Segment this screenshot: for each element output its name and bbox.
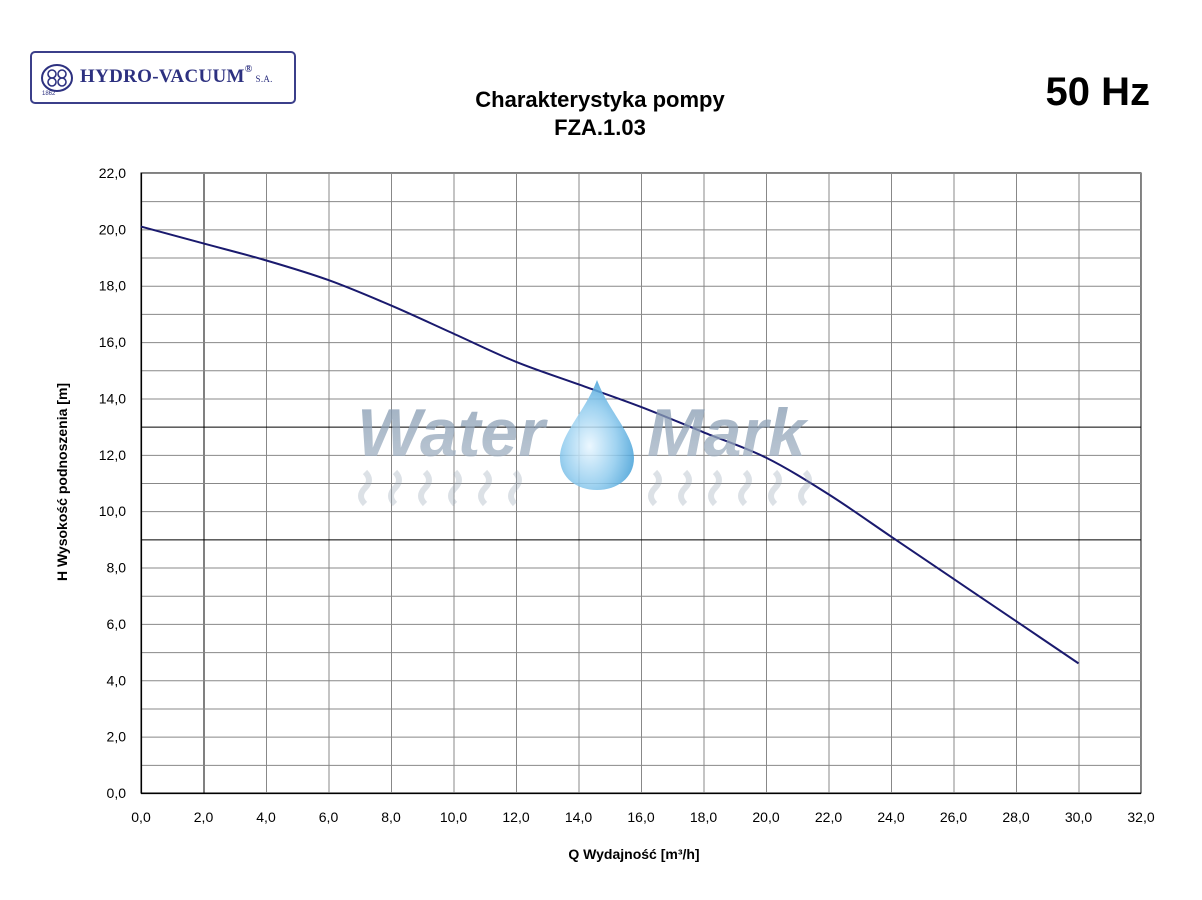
logo-registered-mark: ®	[244, 64, 253, 75]
x-tick-label: 16,0	[627, 809, 654, 825]
x-tick-label: 8,0	[381, 809, 401, 825]
x-tick-label: 20,0	[752, 809, 779, 825]
x-tick-label: 22,0	[815, 809, 842, 825]
series-group	[140, 225, 1080, 665]
frequency-label: 50 Hz	[1045, 70, 1151, 114]
x-tick-label: 18,0	[690, 809, 717, 825]
y-tick-label: 2,0	[107, 729, 127, 745]
pump-curve-line	[140, 225, 1080, 665]
x-tick-label: 0,0	[131, 809, 151, 825]
grid-lines	[140, 172, 1142, 795]
x-tick-label: 24,0	[877, 809, 904, 825]
logo-suffix: S.A.	[255, 74, 273, 84]
water-drop-icon	[560, 380, 634, 490]
y-tick-labels: 0,0 2,0 4,0 6,0 8,0 10,0 12,0 14,0 16,0 18,0 20,0 2…	[99, 165, 126, 801]
x-tick-label: 12,0	[502, 809, 529, 825]
watermark-left-text: Water	[357, 395, 548, 471]
y-tick-label: 10,0	[99, 503, 126, 519]
watermark-right-text: Mark	[647, 395, 809, 471]
x-tick-label: 10,0	[440, 809, 467, 825]
x-tick-labels: 0,0 2,0 4,0 6,0 8,0 10,0 12,0 14,0 16,0 18,0 20,0 2…	[131, 809, 1155, 825]
logo-emblem-icon	[41, 64, 73, 92]
y-tick-label: 12,0	[99, 447, 126, 463]
x-axis-label: Q Wydajność [m³/h]	[568, 846, 699, 862]
x-tick-label: 26,0	[940, 809, 967, 825]
y-tick-label: 8,0	[107, 560, 127, 576]
x-tick-label: 4,0	[256, 809, 276, 825]
logo-brand: HYDRO-VACUUM®S.A.	[80, 64, 273, 87]
watermark-reflection	[358, 469, 812, 507]
y-tick-label: 4,0	[107, 672, 127, 688]
watermark: Water Mark	[357, 380, 812, 507]
logo: HYDRO-VACUUM®S.A. 1862	[30, 51, 296, 104]
y-tick-label: 0,0	[107, 785, 127, 801]
x-tick-label: 14,0	[565, 809, 592, 825]
y-axis-label: H Wysokość podnoszenia [m]	[54, 383, 70, 581]
x-tick-label: 32,0	[1127, 809, 1154, 825]
x-tick-label: 28,0	[1002, 809, 1029, 825]
y-tick-label: 22,0	[99, 165, 126, 181]
y-tick-label: 20,0	[99, 221, 126, 237]
x-tick-label: 6,0	[319, 809, 339, 825]
chart-title-line2: FZA.1.03	[554, 115, 646, 140]
y-tick-label: 18,0	[99, 278, 126, 294]
chart-title: Charakterystyka pompy FZA.1.03	[400, 86, 800, 142]
y-tick-label: 16,0	[99, 334, 126, 350]
y-tick-label: 14,0	[99, 390, 126, 406]
y-tick-label: 6,0	[107, 616, 127, 632]
x-tick-label: 30,0	[1065, 809, 1092, 825]
chart-title-line1: Charakterystyka pompy	[475, 87, 725, 112]
x-tick-label: 2,0	[194, 809, 214, 825]
logo-year: 1862	[42, 91, 56, 97]
